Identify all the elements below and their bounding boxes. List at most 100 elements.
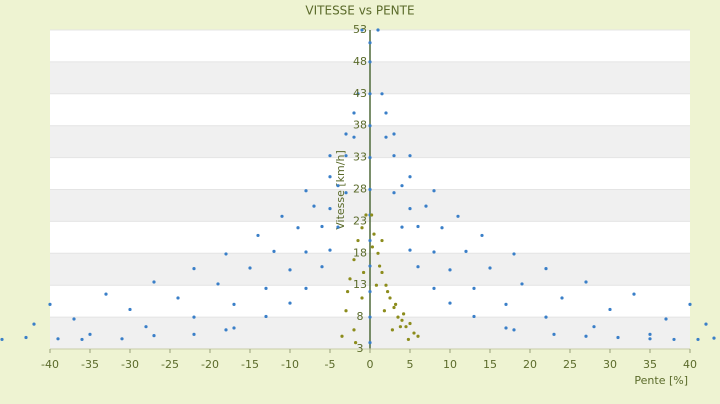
y-tick-label: 33: [353, 151, 367, 164]
point: [400, 318, 404, 322]
y-tick-label: 48: [353, 55, 367, 68]
point: [384, 283, 388, 287]
point: [406, 337, 410, 342]
point: [448, 268, 452, 272]
x-tick-label: -25: [161, 358, 179, 371]
point: [376, 251, 380, 255]
point: [304, 189, 308, 193]
point: [388, 296, 392, 300]
point: [352, 135, 356, 139]
point: [400, 184, 404, 188]
x-tick-label: -10: [281, 358, 299, 371]
point: [560, 296, 564, 300]
point: [224, 252, 228, 256]
point: [288, 301, 292, 305]
point: [380, 270, 384, 275]
point: [404, 325, 408, 329]
x-axis-label: Pente [%]: [634, 374, 688, 387]
point: [128, 307, 132, 312]
point: [192, 332, 196, 336]
point: [32, 322, 36, 326]
point: [354, 341, 358, 345]
x-tick-label: 10: [443, 358, 457, 371]
point: [480, 233, 484, 238]
y-tick-label: 23: [353, 214, 367, 227]
point: [704, 322, 708, 326]
point: [264, 314, 268, 319]
point: [152, 334, 156, 338]
point: [512, 328, 516, 332]
y-tick-label: 43: [353, 87, 367, 100]
point: [368, 238, 372, 243]
point: [368, 289, 372, 294]
point: [370, 213, 374, 217]
point: [408, 321, 412, 326]
point: [372, 232, 376, 236]
point: [224, 328, 228, 332]
point: [368, 41, 372, 45]
x-tick-label: 15: [483, 358, 497, 371]
point: [344, 309, 348, 313]
point: [88, 332, 92, 336]
point: [348, 277, 352, 281]
point: [356, 92, 360, 96]
point: [340, 334, 344, 338]
point: [386, 289, 390, 294]
point: [400, 225, 404, 229]
point: [304, 286, 308, 290]
point: [408, 248, 412, 252]
point: [592, 325, 596, 329]
point: [356, 238, 360, 243]
point: [368, 341, 372, 345]
point: [416, 224, 420, 229]
point: [328, 175, 332, 179]
point: [80, 337, 84, 342]
point: [232, 326, 236, 330]
point: [376, 28, 380, 32]
point: [370, 245, 374, 249]
y-tick-label: 8: [357, 310, 364, 323]
point: [344, 191, 348, 195]
point: [368, 315, 372, 319]
point: [72, 317, 76, 321]
point: [192, 267, 196, 271]
point: [688, 302, 692, 306]
point: [648, 332, 652, 336]
point: [408, 154, 412, 158]
point: [384, 135, 388, 139]
point: [312, 204, 316, 208]
point: [390, 328, 394, 332]
point: [336, 184, 340, 188]
point: [368, 92, 372, 96]
point: [632, 292, 636, 296]
point: [192, 315, 196, 319]
point: [360, 226, 364, 230]
point: [352, 258, 356, 262]
x-tick-label: 0: [367, 358, 374, 371]
point: [394, 302, 398, 306]
y-tick-label: 18: [353, 246, 367, 259]
point: [412, 331, 416, 335]
point: [152, 280, 156, 284]
point: [472, 286, 476, 290]
point: [504, 302, 508, 306]
point: [344, 154, 348, 158]
point: [24, 335, 28, 340]
point: [248, 266, 252, 270]
point: [368, 60, 372, 64]
point: [392, 154, 396, 158]
point: [368, 187, 372, 192]
point: [232, 302, 236, 306]
point: [382, 309, 386, 313]
point: [504, 326, 508, 330]
point: [392, 191, 396, 195]
point: [368, 264, 372, 268]
point: [336, 225, 340, 229]
point: [352, 111, 356, 115]
point: [398, 325, 402, 329]
point: [392, 305, 396, 310]
point: [408, 175, 412, 179]
point: [472, 314, 476, 319]
point: [368, 156, 372, 160]
point: [328, 207, 332, 211]
